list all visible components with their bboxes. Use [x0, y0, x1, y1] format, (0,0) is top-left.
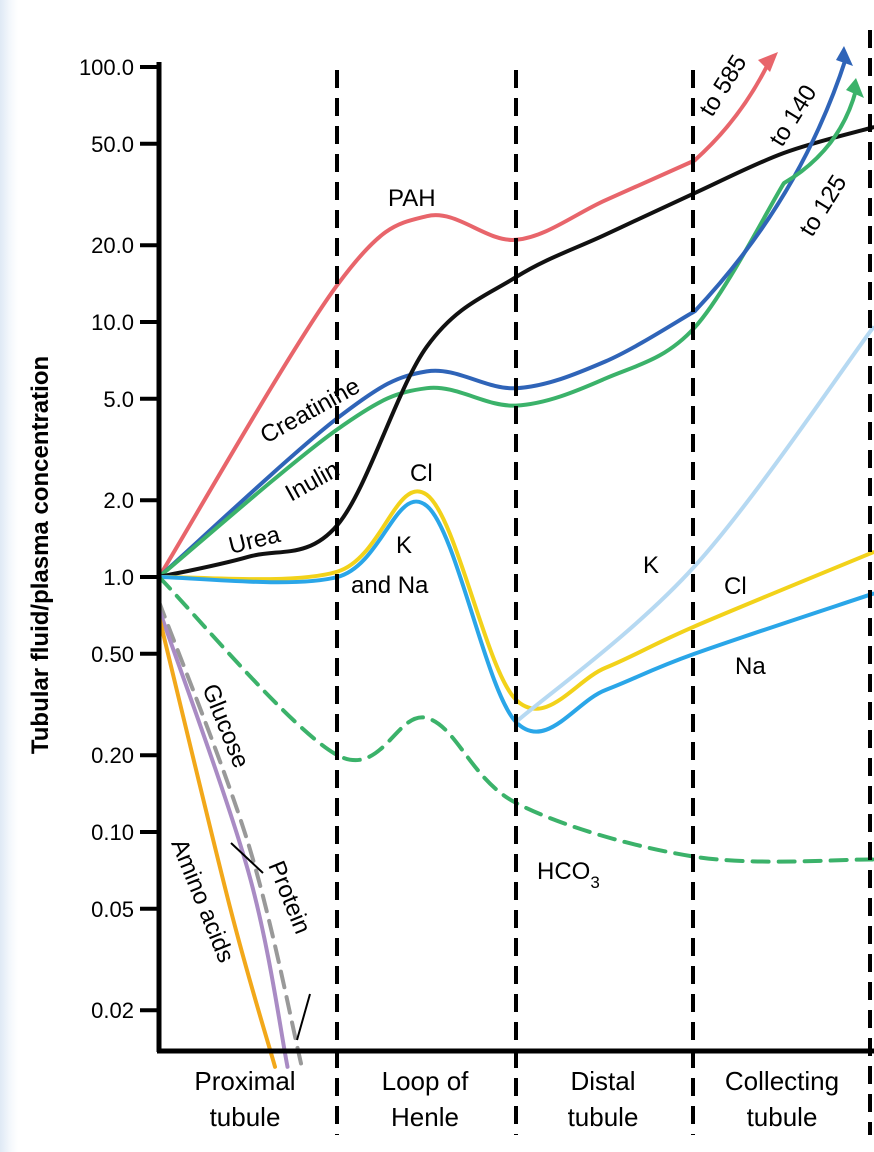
y-tick-label: 0.10: [91, 820, 134, 845]
series-line-creatinine: [157, 309, 697, 579]
segment-loop-line1: Loop of: [382, 1066, 470, 1096]
series-line-glucose: [157, 599, 304, 1069]
segment-proximal-line2: tubule: [210, 1102, 281, 1132]
segment-collecting-line1: Collecting: [725, 1066, 839, 1096]
series-extension-pah: [693, 63, 770, 162]
series-extension-inulin: [782, 89, 858, 185]
series-line-cl: [157, 489, 874, 711]
label-k-collecting: K: [643, 552, 659, 579]
series-line-urea: [157, 125, 874, 579]
off-scale-arrows: [758, 46, 864, 98]
y-axis-label: Tubular fluid/plasma concentration: [27, 356, 54, 754]
creatinine-arrowhead: [836, 46, 853, 66]
label-and-na: and Na: [351, 572, 429, 599]
segment-distal-line2: tubule: [568, 1102, 639, 1132]
label-pah: PAH: [388, 185, 436, 212]
series-line-protein: [157, 606, 290, 1069]
segment-distal-line1: Distal: [570, 1066, 635, 1096]
y-tick-label: 20.0: [91, 233, 134, 258]
y-tick-label: 50.0: [91, 132, 134, 157]
series-line-k: [514, 325, 874, 724]
y-tick-label: 1.0: [103, 565, 134, 590]
segment-loop-line2: Henle: [391, 1102, 459, 1132]
protein-leader-bottom: [296, 993, 311, 1041]
y-tick-label: 0.20: [91, 743, 134, 768]
pah-arrowhead: [758, 52, 778, 72]
y-tick-label: 10.0: [91, 310, 134, 335]
series-line-pah: [157, 158, 697, 579]
inulin-arrowhead: [846, 78, 864, 98]
protein-leader-top: [230, 842, 264, 874]
series-line-amino-acids: [157, 614, 277, 1069]
series-extension-creatinine: [693, 57, 848, 313]
label-na-collecting: Na: [735, 653, 766, 680]
y-tick-label: 100.0: [79, 55, 134, 80]
label-to-125: to 125: [794, 170, 852, 241]
series-line-hco3: [157, 575, 874, 864]
segment-proximal-line1: Proximal: [194, 1066, 295, 1096]
label-to-585: to 585: [694, 50, 752, 121]
series-line-inulin: [157, 181, 786, 579]
segment-collecting-line2: tubule: [747, 1102, 818, 1132]
label-hco3-main: HCO: [537, 858, 590, 885]
y-tick-label: 0.05: [91, 897, 134, 922]
label-hco3-subscript: 3: [590, 873, 599, 892]
y-tick-label: 5.0: [103, 387, 134, 412]
label-cl-collecting: Cl: [724, 573, 747, 600]
y-tick-label: 2.0: [103, 488, 134, 513]
label-k-loop: K: [396, 532, 412, 559]
label-cl-loop: Cl: [410, 460, 433, 487]
y-tick-label: 0.02: [91, 998, 134, 1023]
y-tick-label: 0.50: [91, 642, 134, 667]
y-ticks: 100.0 50.0 20.0 10.0 5.0 2.0 1.0 0.50 0.20 0.10 0.…: [79, 55, 159, 1023]
label-hco3: HCO3: [537, 858, 600, 892]
